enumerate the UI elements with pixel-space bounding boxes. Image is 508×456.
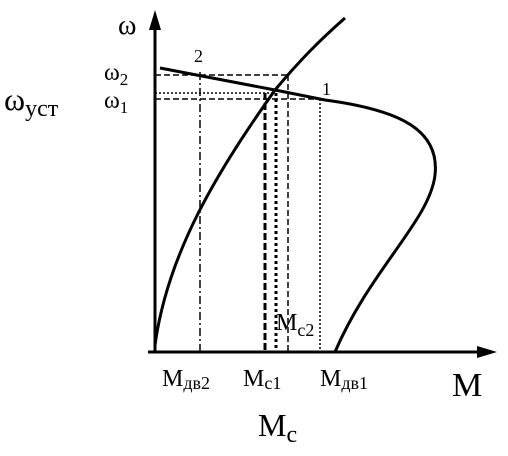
omega1-label: ω1 xyxy=(104,88,128,117)
motor-curve xyxy=(159,66,437,353)
point-label: 1 xyxy=(322,79,331,99)
mc-label: Mc xyxy=(258,407,297,448)
mdv1-label: Mдв1 xyxy=(320,366,368,393)
x-arrow xyxy=(477,346,497,358)
mdv2-label: Mдв2 xyxy=(162,366,210,393)
omega2-label: ω2 xyxy=(104,60,128,89)
x-axis-label: M xyxy=(452,367,482,404)
omega-ust-label: ωуст xyxy=(4,81,59,122)
point-label: 2 xyxy=(194,46,203,66)
y-axis-label: ω xyxy=(118,10,136,41)
mc2-label: Mc2 xyxy=(276,310,314,340)
y-arrow xyxy=(149,10,161,30)
load-curve xyxy=(153,16,346,346)
mc1-label: Mc1 xyxy=(243,366,281,393)
